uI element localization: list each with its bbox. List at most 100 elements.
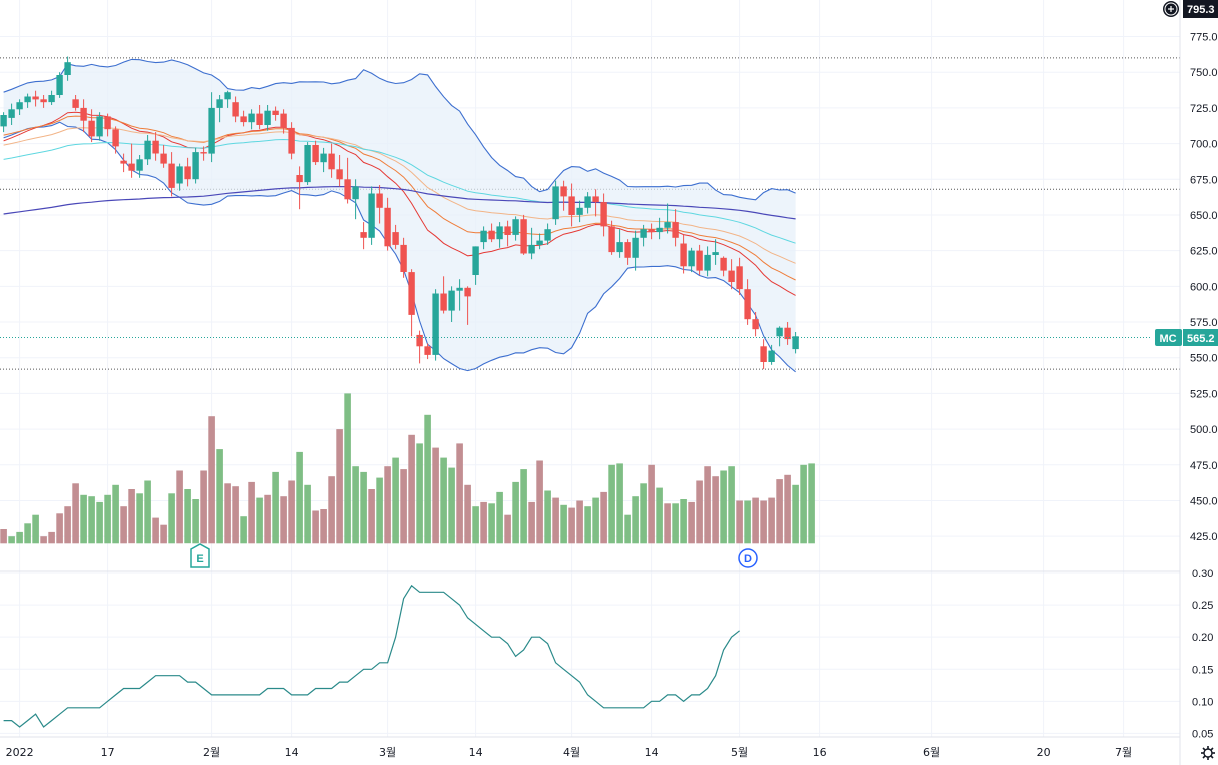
indicator-axis[interactable]: 0.30 0.25 0.20 0.15 0.10 0.05 [1192,568,1213,740]
candle [472,246,479,285]
candle-body [272,110,279,115]
candle-body [608,226,615,253]
candle [448,286,455,322]
candle-body [448,290,455,311]
volume-bar [696,480,703,544]
volume-bar [264,494,271,544]
price-tick-label: 650.0 [1190,210,1218,222]
volume-bar [608,464,615,544]
moving-averages [3,111,796,296]
volume-bar [216,449,223,544]
volume-bar [232,486,239,544]
candle [792,332,799,354]
candle-body [648,229,655,233]
dividend-marker[interactable]: D [738,548,758,568]
gear-icon[interactable] [1201,746,1215,760]
date-tick-label: 2월 [203,746,220,759]
candle [320,147,327,173]
candle-body [288,127,295,154]
candle [368,186,375,245]
candle [544,223,551,245]
date-tick-label: 14 [285,746,299,759]
candle-body [472,246,479,275]
top-price-tag[interactable]: 795.3 [1163,0,1218,18]
price-tick-label: 575.0 [1190,317,1218,329]
candle [232,96,239,123]
candle-body [320,153,327,163]
candle-body [304,145,311,183]
candle [768,344,775,365]
candle-body [248,113,255,123]
candle-body [568,196,575,215]
candle [16,99,23,115]
candle-body [0,115,7,127]
volume-bar [160,524,167,544]
bollinger-lower [3,121,796,373]
candle-body [728,270,735,282]
candle [744,279,751,325]
volume-bar [624,514,631,544]
volume-bar [784,474,791,544]
candle-body [232,102,239,117]
volume-bar [392,457,399,544]
volume-bar [712,476,719,544]
candle-body [752,319,759,330]
candle-body [312,145,319,163]
candle-body [224,92,231,100]
volume-bar [8,536,15,544]
candle-body [504,226,511,235]
volume-bar [176,470,183,544]
volume-bar [616,463,623,544]
candle [640,224,647,247]
volume-bar [304,484,311,544]
candle [96,112,103,141]
candle-body [760,346,767,362]
volume-bar [640,483,647,544]
earnings-marker[interactable]: E [190,543,210,568]
candle-body [152,140,159,154]
candle [456,279,463,311]
volume-bar [384,466,391,544]
price-axis[interactable]: 775.0 750.0 725.0 700.0 675.0 650.0 625.0 600.0… [1190,32,1218,544]
candle-body [640,229,647,238]
volume-bar [720,470,727,544]
volume-bar [800,464,807,544]
grid [0,0,1180,737]
volume-bar [408,434,415,544]
candle-body [328,153,335,170]
candle-body [680,243,687,267]
candle-body [768,350,775,362]
indicator-line [3,584,740,728]
candle-body [416,334,423,347]
volume-bar [536,460,543,544]
candle-body [136,159,143,171]
candle [224,90,231,108]
candle-body [592,196,599,203]
indicator-tick-label: 0.30 [1192,568,1213,580]
volume-bar [416,443,423,544]
time-axis[interactable]: 2022 17 2월 14 3월 14 4월 14 5월 16 6월 20 7월 [6,746,1133,759]
candle-body [296,175,303,183]
symbol-label: MC [1159,333,1176,345]
ema-20-line [3,111,796,296]
candle-body [624,242,631,258]
volume-bar [528,501,535,544]
candle-body [32,96,39,100]
volume-bar [768,497,775,544]
candle-body [24,96,31,103]
ema-200-line [3,185,796,220]
candle-body [584,196,591,208]
volume-bar [592,497,599,544]
volume-bar [40,536,47,544]
candle-body [688,250,695,267]
volume-bar [584,506,591,544]
candle-body [360,232,367,238]
candle [88,109,95,143]
volume-bar [600,491,607,544]
volume-bar [544,490,551,544]
volume-bar [672,503,679,544]
candle-body [8,109,15,118]
candle-body [112,129,119,147]
candle [144,135,151,165]
